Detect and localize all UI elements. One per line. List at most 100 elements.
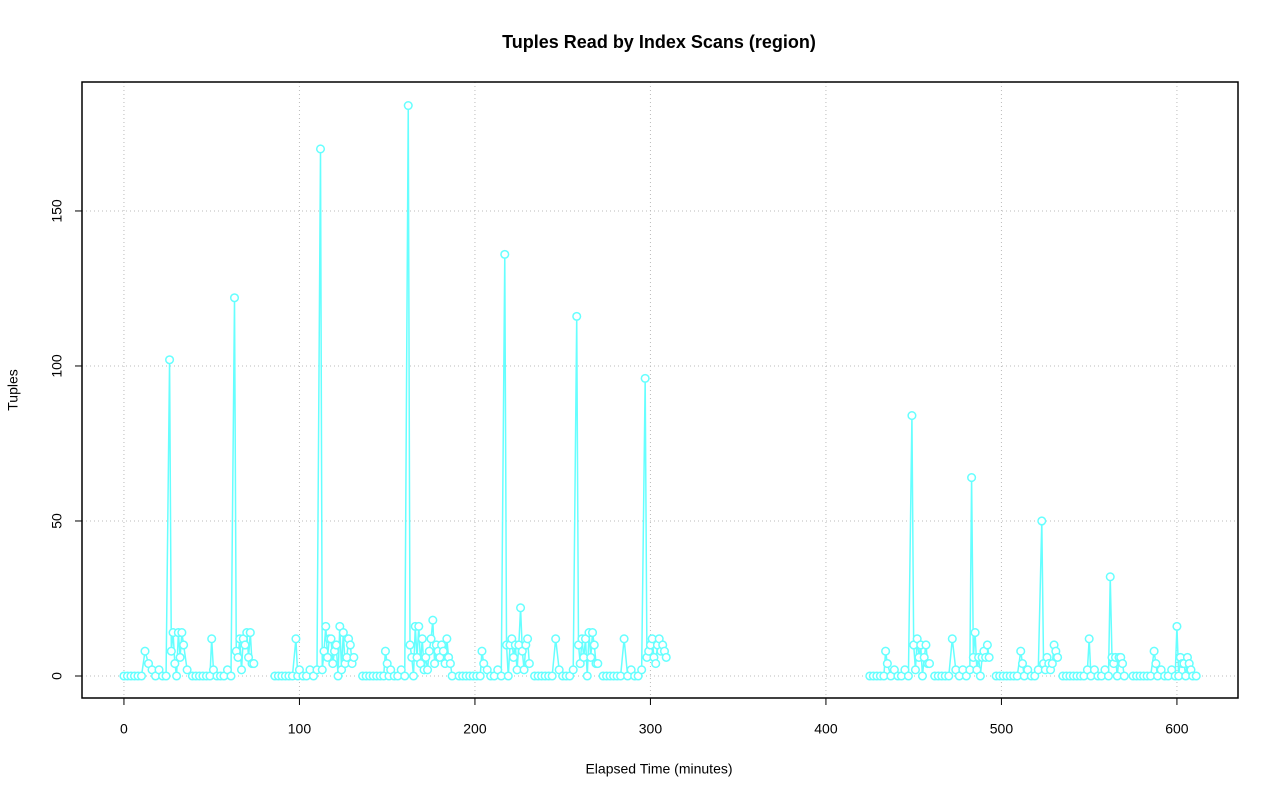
data-point <box>516 603 526 613</box>
data-point <box>182 665 192 675</box>
y-tick-label: 100 <box>49 354 65 378</box>
data-point <box>349 652 359 662</box>
data-point <box>944 671 954 681</box>
data-point <box>500 249 510 259</box>
data-point <box>508 652 519 662</box>
data-point <box>1117 659 1128 669</box>
data-point <box>882 659 892 669</box>
data-point <box>503 671 513 681</box>
x-tick-label: 0 <box>120 721 128 737</box>
axes: 0 100 200 300 400 500 600 0 50 100 150 <box>49 199 1189 737</box>
chart-title: Tuples Read by Index Scans (region) <box>502 32 816 52</box>
data-point <box>136 671 147 681</box>
data-point <box>593 659 603 669</box>
data-point <box>547 671 557 681</box>
data-point <box>166 646 176 656</box>
data-point <box>1047 659 1057 669</box>
data-point <box>1119 671 1129 681</box>
data-point <box>970 628 980 638</box>
x-tick-label: 100 <box>288 721 312 737</box>
data-point <box>1017 659 1028 669</box>
x-tick-label: 200 <box>463 721 487 737</box>
data-point <box>947 634 957 644</box>
data-point <box>177 628 187 638</box>
data-point <box>1149 646 1159 656</box>
x-tick-label: 500 <box>990 721 1014 737</box>
data-point <box>519 665 529 675</box>
data-point <box>414 621 424 631</box>
data-point <box>1105 572 1115 582</box>
data-point <box>426 634 436 644</box>
data-point <box>572 311 582 321</box>
x-tick-label: 600 <box>1165 721 1189 737</box>
data-point <box>442 634 452 644</box>
data-point <box>175 652 185 662</box>
data-point <box>165 355 175 365</box>
data-point <box>523 634 533 644</box>
data-point <box>233 652 243 662</box>
data-point <box>477 646 487 656</box>
y-tick-label: 50 <box>49 513 65 529</box>
data-point <box>438 646 448 656</box>
data-point <box>408 671 419 681</box>
plot-frame <box>81 81 1239 699</box>
data-point <box>345 640 355 650</box>
data-point <box>551 634 561 644</box>
data-point <box>229 293 240 303</box>
data-point <box>140 646 150 656</box>
data-point <box>338 628 348 638</box>
data-point <box>380 646 390 656</box>
data-point <box>475 671 485 681</box>
data-point <box>640 373 650 383</box>
data-point <box>582 671 592 681</box>
data-point <box>428 615 438 625</box>
data-point <box>326 634 336 644</box>
y-tick-label: 0 <box>49 672 65 680</box>
data-point <box>170 659 180 669</box>
grid <box>82 82 1238 698</box>
data-point <box>226 671 236 681</box>
data-point <box>984 652 994 662</box>
data-point <box>1084 634 1094 644</box>
data-point <box>587 628 598 638</box>
data-point <box>331 640 341 650</box>
y-axis-label: Tuples <box>5 369 21 411</box>
data-point <box>907 411 917 421</box>
series-line <box>123 105 1197 679</box>
data-point <box>661 652 671 662</box>
data-point <box>240 640 250 650</box>
data-point <box>179 640 189 650</box>
x-tick-label: 300 <box>639 721 663 737</box>
data-point <box>903 671 913 681</box>
data-point <box>249 659 259 669</box>
data-point <box>1103 671 1114 681</box>
data-point <box>207 634 217 644</box>
data-point <box>1053 652 1063 662</box>
data-point <box>236 665 247 675</box>
data-point <box>637 665 647 675</box>
data-point <box>589 640 599 650</box>
data-point <box>291 634 301 644</box>
data-point <box>982 640 992 650</box>
data-point <box>917 671 928 681</box>
data-point <box>568 665 578 675</box>
data-point <box>651 659 661 669</box>
data-point <box>417 634 427 644</box>
data-point <box>161 671 171 681</box>
data-point <box>1037 516 1047 526</box>
data-point <box>245 628 255 638</box>
x-axis-label: Elapsed Time (minutes) <box>585 761 732 777</box>
data-point <box>619 634 629 644</box>
data-point <box>322 652 333 662</box>
data-point <box>1016 646 1026 656</box>
data-point <box>524 659 534 669</box>
y-tick-label: 150 <box>49 199 65 223</box>
data-point <box>586 652 596 662</box>
data-point <box>321 621 331 631</box>
data-point <box>317 665 327 675</box>
x-tick-label: 400 <box>814 721 838 737</box>
data-point <box>400 671 410 681</box>
data-point <box>910 665 920 675</box>
